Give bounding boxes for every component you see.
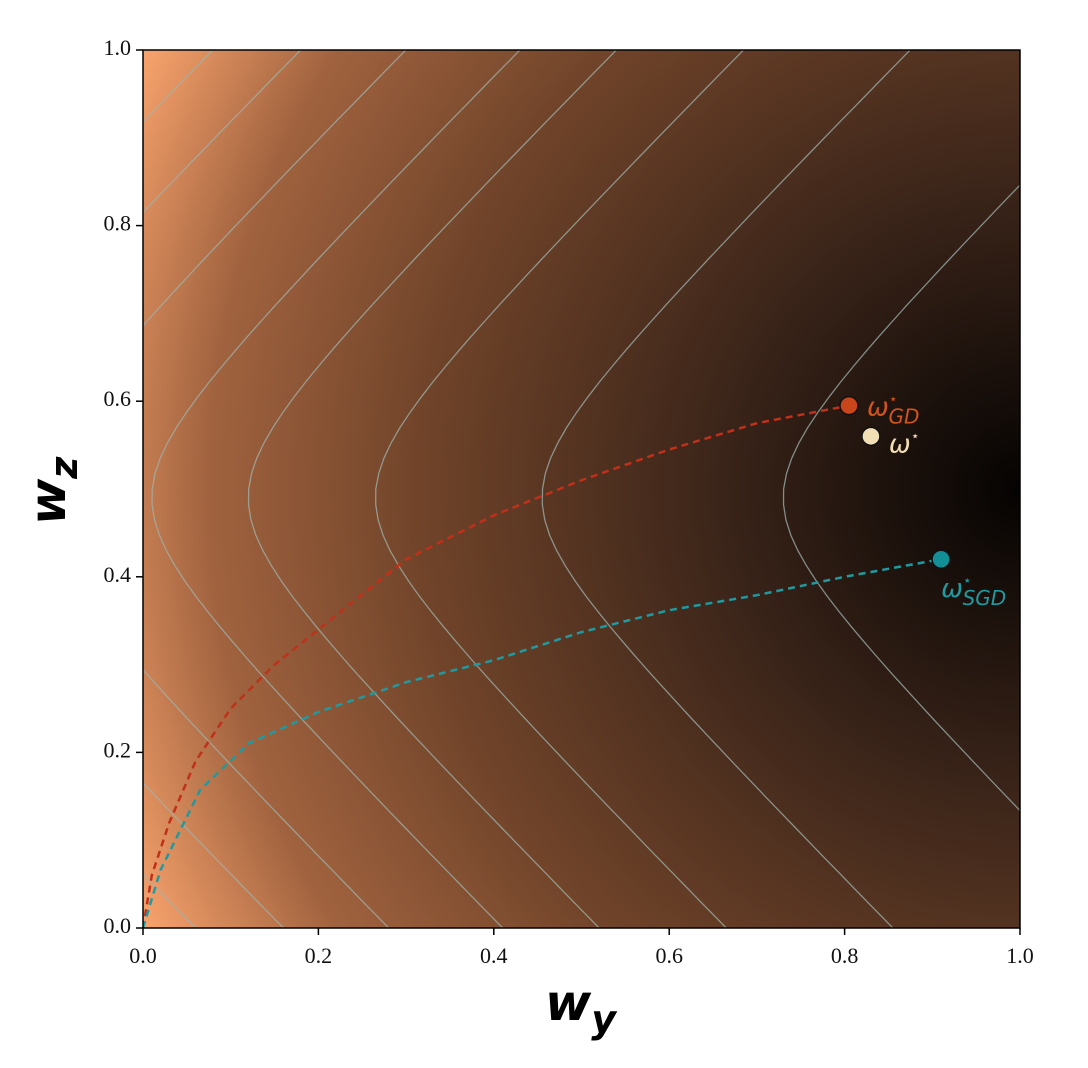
y-tick-label: 0.6 <box>104 386 132 411</box>
trajectory <box>143 557 942 928</box>
annotation-sup: ⋆ <box>911 428 920 444</box>
x-tick-label: 0.2 <box>305 943 333 968</box>
annotation-sub: GD <box>889 405 920 429</box>
x-axis-label: wy <box>545 974 618 1041</box>
contour-line <box>247 50 618 928</box>
axes: 0.0 0.2 0.4 0.6 0.8 1.0 0.0 0.2 0.4 0.6 0.8 1.0 <box>104 35 1034 968</box>
annotation-text: ω <box>941 574 963 604</box>
x-label-sub: y <box>591 997 618 1041</box>
annotation: ω⋆ GD <box>867 392 919 429</box>
x-label-text: w <box>545 974 592 1032</box>
y-tick-label: 1.0 <box>104 35 132 60</box>
x-tick-label: 0.6 <box>655 943 683 968</box>
contour-line <box>143 50 407 928</box>
plot-area <box>143 404 942 928</box>
annotation-text: ω <box>867 393 889 423</box>
contour-line <box>151 50 521 928</box>
y-tick-label: 0.0 <box>104 913 132 938</box>
contour-line <box>143 50 302 928</box>
frame <box>142 49 1021 929</box>
annotation: ω⋆ SGD <box>941 573 1006 610</box>
annotation: ω⋆ <box>889 428 920 459</box>
endpoint <box>931 549 951 569</box>
annotation-sub: SGD <box>963 586 1007 610</box>
trajectory <box>143 404 850 928</box>
annotation-sup: ⋆ <box>963 573 972 589</box>
x-tick-label: 1.0 <box>1006 943 1034 968</box>
y-axis-label: wz <box>19 456 86 525</box>
x-tick-label: 0.4 <box>480 943 508 968</box>
y-tick-label: 0.4 <box>104 562 132 587</box>
heatmap <box>143 50 1020 928</box>
y-tick-label: 0.2 <box>104 737 132 762</box>
y-label-sub: z <box>42 456 86 480</box>
contour-line <box>143 50 214 928</box>
x-tick-label: 0.8 <box>831 943 859 968</box>
x-tick-label: 0.0 <box>129 943 157 968</box>
optimum-point <box>861 426 881 447</box>
annotation-sup: ⋆ <box>889 392 898 408</box>
contour-line <box>782 184 1020 812</box>
annotation-text: ω <box>889 429 911 459</box>
y-tick-label: 0.8 <box>104 211 132 236</box>
y-label-text: w <box>19 478 77 525</box>
endpoint <box>839 395 859 416</box>
contour-line <box>0 0 88 1068</box>
contour-line <box>541 50 912 928</box>
contour-line <box>375 50 745 928</box>
